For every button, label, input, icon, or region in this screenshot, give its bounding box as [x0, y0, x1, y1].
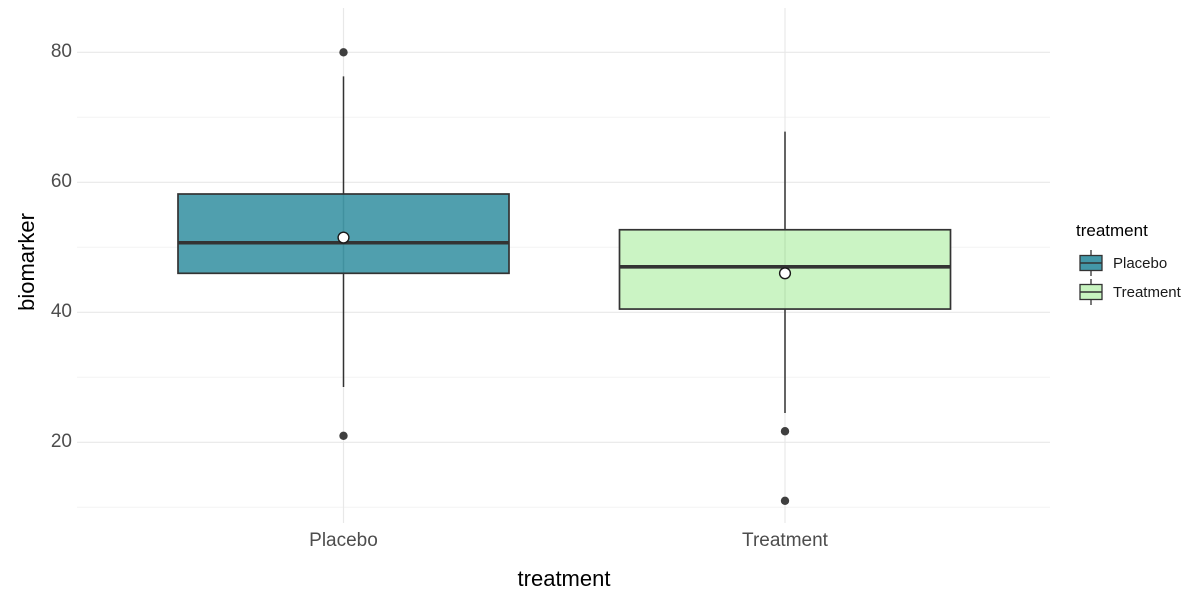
legend-item-label: Placebo [1113, 254, 1168, 272]
y-tick-label-80: 80 [50, 41, 72, 63]
y-tick-label-40: 40 [50, 301, 72, 323]
x-tick-label-treatment: Treatment [742, 530, 828, 551]
outlier-point-treatment [780, 496, 790, 505]
legend-boxplot-key-icon [1079, 250, 1103, 276]
outlier-point-treatment [780, 427, 790, 436]
y-axis-title: biomarker [14, 213, 39, 311]
legend-item-label: Treatment [1113, 283, 1181, 301]
mean-point-treatment [778, 267, 792, 280]
legend-title: treatment [1076, 221, 1148, 240]
outlier-point-placebo [339, 48, 348, 57]
legend: treatment Placebo Treatment [1076, 220, 1181, 308]
x-axis-title: treatment [517, 566, 611, 591]
outlier-point-placebo [339, 431, 348, 440]
mean-point-placebo [337, 231, 350, 244]
legend-items: Placebo Treatment [1076, 250, 1181, 305]
legend-boxplot-key-icon [1079, 279, 1103, 305]
y-tick-label-20: 20 [50, 431, 72, 453]
x-tick-label-placebo: Placebo [309, 530, 378, 551]
legend-item-placebo: Placebo [1076, 250, 1181, 276]
y-tick-label-60: 60 [50, 171, 72, 193]
legend-item-treatment: Treatment [1076, 279, 1181, 305]
